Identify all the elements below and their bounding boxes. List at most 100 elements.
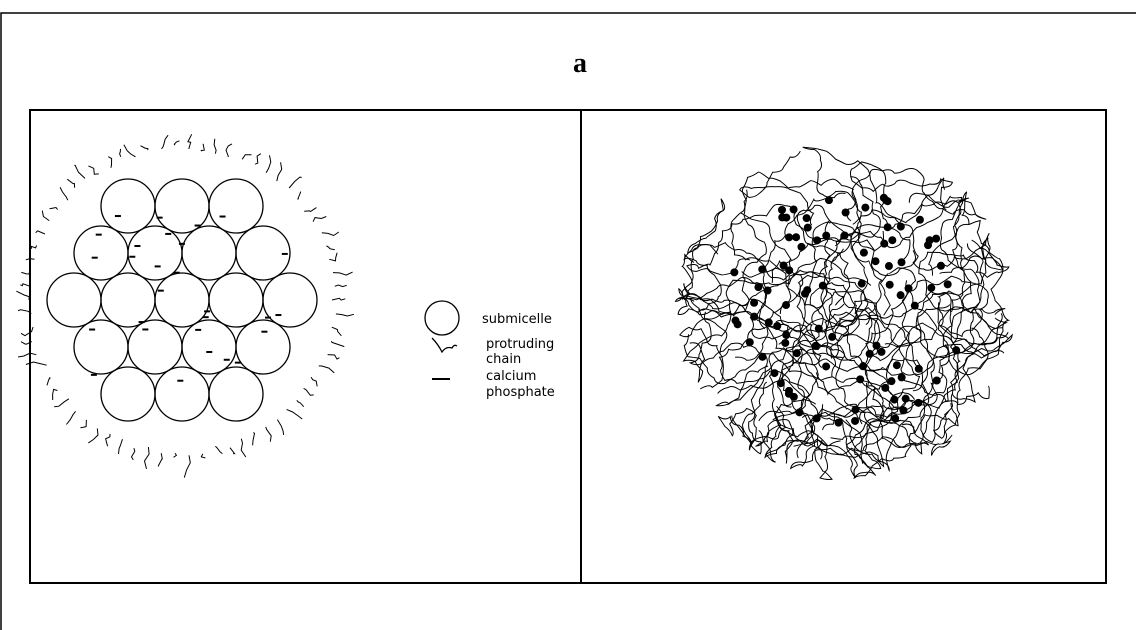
submicelle xyxy=(155,179,209,233)
phosphate-cluster xyxy=(858,280,866,288)
phosphate-cluster xyxy=(734,320,742,328)
protruding-chain xyxy=(332,327,342,336)
protruding-chain xyxy=(54,399,69,407)
protruding-chain xyxy=(21,327,33,336)
casein-chain xyxy=(846,313,1002,470)
phosphate-cluster xyxy=(860,249,868,257)
phosphate-cluster xyxy=(812,342,820,350)
phosphate-cluster xyxy=(796,408,804,416)
protruding-chain xyxy=(124,145,136,157)
protruding-chain xyxy=(188,134,192,149)
protruding-chain xyxy=(119,439,123,454)
legend-label: chain xyxy=(486,352,521,367)
phosphate-cluster xyxy=(835,419,843,427)
submicelle xyxy=(101,367,155,421)
phosphate-cluster xyxy=(915,365,923,373)
protruding-chain xyxy=(145,447,150,469)
protruding-chain xyxy=(266,427,271,442)
phosphate-cluster xyxy=(886,281,894,289)
phosphate-cluster xyxy=(893,361,901,369)
protruding-chain xyxy=(304,388,314,395)
legend-chain-icon xyxy=(432,338,457,352)
phosphate-cluster xyxy=(861,204,869,212)
phosphate-cluster xyxy=(873,342,881,350)
figure-title: a xyxy=(573,48,587,79)
phosphate-cluster xyxy=(884,197,892,205)
protruding-chain xyxy=(88,166,98,174)
phosphate-cluster xyxy=(933,377,941,385)
phosphate-cluster xyxy=(777,379,785,387)
protruding-chain xyxy=(106,434,110,446)
phosphate-cluster xyxy=(758,265,766,273)
phosphate-cluster xyxy=(891,414,899,422)
phosphate-cluster xyxy=(890,396,898,404)
phosphate-cluster xyxy=(770,369,778,377)
protruding-chain xyxy=(141,146,148,150)
protruding-chain xyxy=(332,298,345,300)
protruding-chain xyxy=(53,389,58,400)
phosphate-cluster xyxy=(828,333,836,341)
phosphate-cluster xyxy=(813,414,821,422)
protruding-chain xyxy=(36,231,45,234)
phosphate-cluster xyxy=(792,233,800,241)
legend-label: submicelle xyxy=(482,312,552,327)
protruding-chain xyxy=(184,455,190,477)
protruding-chain xyxy=(16,291,29,300)
protruding-chain xyxy=(277,420,283,435)
phosphate-cluster xyxy=(927,284,935,292)
submicelle xyxy=(155,273,209,327)
protruding-chain xyxy=(304,208,316,212)
protruding-chain xyxy=(326,246,334,250)
protruding-chain xyxy=(335,285,347,287)
phosphate-cluster xyxy=(885,262,893,270)
phosphate-cluster xyxy=(859,362,867,370)
protruding-chain xyxy=(18,353,36,357)
phosphate-cluster xyxy=(842,209,850,217)
protruding-chain xyxy=(108,157,111,168)
phosphate-cluster xyxy=(813,236,821,244)
phosphate-cluster xyxy=(778,213,786,221)
phosphate-cluster xyxy=(819,282,827,290)
protruding-chain xyxy=(120,149,121,157)
phosphate-cluster xyxy=(785,233,793,241)
phosphate-cluster xyxy=(888,236,896,244)
phosphate-cluster xyxy=(898,373,906,381)
casein-chain xyxy=(791,404,951,468)
phosphate-cluster xyxy=(782,301,790,309)
phosphate-cluster xyxy=(881,384,889,392)
phosphate-cluster xyxy=(785,266,793,274)
phosphate-cluster xyxy=(944,280,952,288)
protruding-chain xyxy=(253,433,255,446)
phosphate-cluster xyxy=(911,302,919,310)
legend-submicelle-icon xyxy=(425,301,459,335)
protruding-chain xyxy=(67,179,74,188)
phosphate-cluster xyxy=(793,349,801,357)
protruding-chain xyxy=(289,177,302,188)
protruding-chain xyxy=(174,453,176,457)
protruding-chain xyxy=(20,284,30,287)
protruding-chain xyxy=(66,411,75,424)
casein-chain xyxy=(719,324,820,420)
protruding-chain xyxy=(329,253,337,261)
protruding-chain xyxy=(42,211,49,220)
protruding-chain xyxy=(74,165,85,178)
phosphate-cluster xyxy=(887,377,895,385)
protruding-chain xyxy=(331,341,344,346)
phosphate-cluster xyxy=(880,240,888,248)
protruding-chain xyxy=(287,409,303,419)
phosphate-cluster xyxy=(877,348,885,356)
phosphate-cluster xyxy=(841,232,849,240)
phosphate-cluster xyxy=(754,283,762,291)
phosphate-cluster xyxy=(851,417,859,425)
phosphate-cluster xyxy=(781,339,789,347)
legend-label: protruding xyxy=(486,337,554,352)
protruding-chain xyxy=(162,135,169,149)
phosphate-cluster xyxy=(750,313,758,321)
phosphate-cluster xyxy=(884,223,892,231)
protruding-chain xyxy=(266,155,271,172)
submicelle xyxy=(209,367,263,421)
phosphate-cluster xyxy=(785,390,793,398)
protruding-chain xyxy=(230,448,235,454)
protruding-chain xyxy=(336,314,354,316)
phosphate-cluster xyxy=(782,331,790,339)
